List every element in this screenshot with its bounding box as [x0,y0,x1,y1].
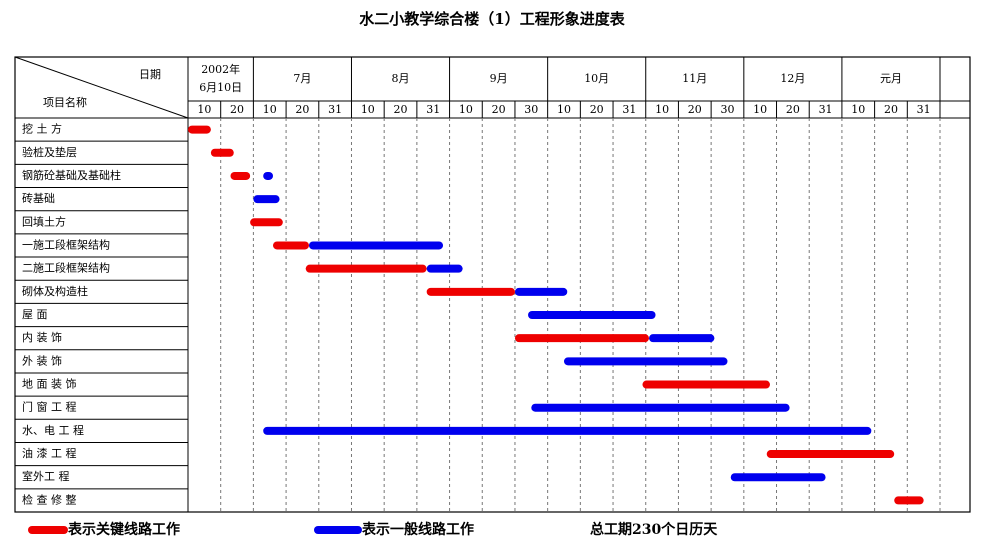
task-name: 一施工段框架结构 [22,237,110,251]
title: 水二小教学综合楼（1）工程形象进度表 [359,10,625,28]
task-name: 挖 土 方 [22,122,62,136]
day-label: 31 [917,103,931,116]
day-label: 10 [459,103,473,116]
task-name: 二施工段框架结构 [22,261,110,275]
day-label: 10 [197,103,211,116]
day-label: 20 [688,103,702,116]
day-label: 10 [557,103,571,116]
day-label: 10 [361,103,375,116]
day-label: 20 [394,103,408,116]
task-name: 水、电 工 程 [22,424,84,437]
day-label: 20 [786,103,800,116]
day-label: 20 [492,103,506,116]
month-label: 11月 [682,72,707,85]
date-label: 日期 [139,68,161,81]
day-label: 31 [819,103,833,116]
month-label: 10月 [584,72,609,85]
day-label: 20 [295,103,309,116]
task-name: 检 查 修 整 [22,492,77,506]
task-name: 验桩及垫层 [22,145,77,159]
day-label: 20 [884,103,898,116]
total-duration: 总工期230个日历天 [590,521,718,538]
table-border [14,56,971,513]
diagonal [14,56,189,119]
legend-label: 表示关键线路工作 [67,521,180,538]
legend-label: 表示一般线路工作 [361,521,474,538]
task-name: 砖基础 [22,191,55,205]
month-label: 8月 [392,72,410,85]
day-label: 20 [590,103,604,116]
day-label: 10 [851,103,865,116]
day-label: 20 [230,103,244,116]
month-label: 12月 [780,72,805,85]
day-label: 31 [622,103,636,116]
month-label: 9月 [490,72,508,85]
task-name: 门 窗 工 程 [22,400,77,414]
day-label: 10 [263,103,277,116]
task-name: 屋 面 [22,308,48,321]
task-name: 室外工 程 [22,469,70,483]
day-label: 10 [753,103,767,116]
month-label: 2002年 [201,62,240,76]
task-name: 外 装 饰 [22,353,62,367]
task-name: 地 面 装 饰 [22,377,77,391]
month-label: 元月 [880,72,902,85]
task-name: 钢筋砼基础及基础柱 [22,168,121,182]
item-label: 项目名称 [43,95,87,109]
task-name: 内 装 饰 [22,330,62,344]
month-label: 7月 [293,72,311,85]
day-label: 30 [720,103,734,116]
task-name: 油 漆 工 程 [22,446,77,460]
day-label: 30 [524,103,538,116]
month-label: 6月10日 [199,81,242,94]
task-name: 砌体及构造柱 [22,284,88,298]
day-label: 10 [655,103,669,116]
day-label: 31 [328,103,342,116]
task-name: 回填土方 [22,214,66,228]
day-label: 31 [426,103,440,116]
